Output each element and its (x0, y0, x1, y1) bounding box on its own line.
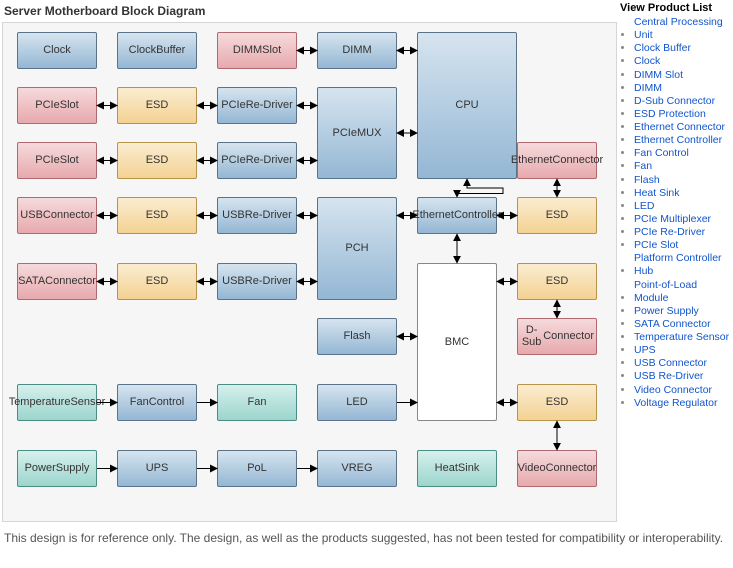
product-link[interactable]: Flash (634, 174, 660, 187)
product-list-sidebar: View Product List Central Processing Uni… (620, 2, 732, 410)
block-clock[interactable]: Clock (17, 32, 97, 69)
block-fan[interactable]: Fan (217, 384, 297, 421)
product-list-item: Flash (634, 174, 732, 187)
product-link[interactable]: D-Sub Connector (634, 95, 715, 108)
block-pol[interactable]: PoL (217, 450, 297, 487)
block-dimmslot[interactable]: DIMMSlot (217, 32, 297, 69)
block-cpu[interactable]: CPU (417, 32, 517, 179)
diagram-canvas: Clock ClockBuffer DIMMSlot DIMM PCIeSlot ESD P… (2, 22, 617, 522)
product-link[interactable]: Power Supply (634, 305, 699, 318)
product-link[interactable]: Central Processing Unit (634, 16, 732, 42)
product-list-item: Voltage Regulator (634, 397, 732, 410)
product-list-item: Clock (634, 55, 732, 68)
block-usbconn[interactable]: USBConnector (17, 197, 97, 234)
block-usbrd1[interactable]: USBRe-Driver (217, 197, 297, 234)
product-list-item: Power Supply (634, 305, 732, 318)
product-link[interactable]: Video Connector (634, 384, 712, 397)
block-pch[interactable]: PCH (317, 197, 397, 300)
block-esd_dsub[interactable]: ESD (517, 263, 597, 300)
block-esd_sata[interactable]: ESD (117, 263, 197, 300)
block-dimm[interactable]: DIMM (317, 32, 397, 69)
block-ethctrl[interactable]: EthernetController (417, 197, 497, 234)
block-esd_eth[interactable]: ESD (517, 197, 597, 234)
product-link[interactable]: Point-of-Load Module (634, 279, 732, 305)
block-flash[interactable]: Flash (317, 318, 397, 355)
block-ups[interactable]: UPS (117, 450, 197, 487)
disclaimer-text: This design is for reference only. The d… (4, 530, 724, 546)
product-list-item: USB Re-Driver (634, 370, 732, 383)
product-list-item: Platform Controller Hub (634, 252, 732, 278)
block-pcieslot2[interactable]: PCIeSlot (17, 142, 97, 179)
product-list-item: PCIe Multiplexer (634, 213, 732, 226)
connector-cpu-ethctrl (457, 179, 503, 197)
product-link[interactable]: SATA Connector (634, 318, 711, 331)
block-fanctrl[interactable]: FanControl (117, 384, 197, 421)
product-link[interactable]: Clock Buffer (634, 42, 691, 55)
product-link[interactable]: USB Re-Driver (634, 370, 703, 383)
product-link[interactable]: Fan Control (634, 147, 689, 160)
product-list-item: Ethernet Connector (634, 121, 732, 134)
block-esd_pcie2[interactable]: ESD (117, 142, 197, 179)
block-clockbuf[interactable]: ClockBuffer (117, 32, 197, 69)
product-link[interactable]: Ethernet Connector (634, 121, 725, 134)
product-list-item: Ethernet Controller (634, 134, 732, 147)
product-link[interactable]: Ethernet Controller (634, 134, 722, 147)
product-list-item: Fan Control (634, 147, 732, 160)
block-vidconn[interactable]: VideoConnector (517, 450, 597, 487)
product-list-item: Central Processing Unit (634, 16, 732, 42)
block-dsub[interactable]: D-SubConnector (517, 318, 597, 355)
product-list-item: PCIe Re-Driver (634, 226, 732, 239)
product-list-item: LED (634, 200, 732, 213)
product-link[interactable]: PCIe Multiplexer (634, 213, 711, 226)
block-tempsens[interactable]: TemperatureSensor (17, 384, 97, 421)
product-list-item: ESD Protection (634, 108, 732, 121)
product-link[interactable]: Fan (634, 160, 652, 173)
product-link[interactable]: Platform Controller Hub (634, 252, 732, 278)
block-vreg[interactable]: VREG (317, 450, 397, 487)
block-ethconn[interactable]: EthernetConnector (517, 142, 597, 179)
product-list-item: D-Sub Connector (634, 95, 732, 108)
product-link[interactable]: DIMM (634, 82, 662, 95)
product-link[interactable]: Heat Sink (634, 187, 680, 200)
product-link[interactable]: PCIe Re-Driver (634, 226, 705, 239)
diagram-title: Server Motherboard Block Diagram (4, 4, 205, 18)
product-link[interactable]: Voltage Regulator (634, 397, 717, 410)
block-pciemux[interactable]: PCIeMUX (317, 87, 397, 179)
product-list: Central Processing UnitClock BufferClock… (620, 16, 732, 410)
block-sataconn[interactable]: SATAConnector (17, 263, 97, 300)
product-list-heading: View Product List (620, 2, 732, 14)
product-list-item: Heat Sink (634, 187, 732, 200)
product-list-item: Clock Buffer (634, 42, 732, 55)
product-link[interactable]: PCIe Slot (634, 239, 678, 252)
product-list-item: Temperature Sensor (634, 331, 732, 344)
product-link[interactable]: Clock (634, 55, 660, 68)
product-list-item: DIMM Slot (634, 69, 732, 82)
block-esd_pcie1[interactable]: ESD (117, 87, 197, 124)
product-link[interactable]: UPS (634, 344, 656, 357)
block-pcierd2[interactable]: PCIeRe-Driver (217, 142, 297, 179)
block-led[interactable]: LED (317, 384, 397, 421)
product-list-item: Point-of-Load Module (634, 279, 732, 305)
product-list-item: SATA Connector (634, 318, 732, 331)
block-pcieslot1[interactable]: PCIeSlot (17, 87, 97, 124)
product-list-item: Fan (634, 160, 732, 173)
product-list-item: PCIe Slot (634, 239, 732, 252)
block-esd_vid[interactable]: ESD (517, 384, 597, 421)
product-list-item: DIMM (634, 82, 732, 95)
product-link[interactable]: LED (634, 200, 654, 213)
block-usbrd2[interactable]: USBRe-Driver (217, 263, 297, 300)
block-heatsink[interactable]: HeatSink (417, 450, 497, 487)
product-list-item: USB Connector (634, 357, 732, 370)
product-link[interactable]: ESD Protection (634, 108, 706, 121)
block-esd_usb1[interactable]: ESD (117, 197, 197, 234)
product-link[interactable]: USB Connector (634, 357, 707, 370)
product-list-item: Video Connector (634, 384, 732, 397)
product-link[interactable]: DIMM Slot (634, 69, 683, 82)
block-pcierd1[interactable]: PCIeRe-Driver (217, 87, 297, 124)
product-link[interactable]: Temperature Sensor (634, 331, 729, 344)
block-psu[interactable]: PowerSupply (17, 450, 97, 487)
block-bmc[interactable]: BMC (417, 263, 497, 421)
product-list-item: UPS (634, 344, 732, 357)
